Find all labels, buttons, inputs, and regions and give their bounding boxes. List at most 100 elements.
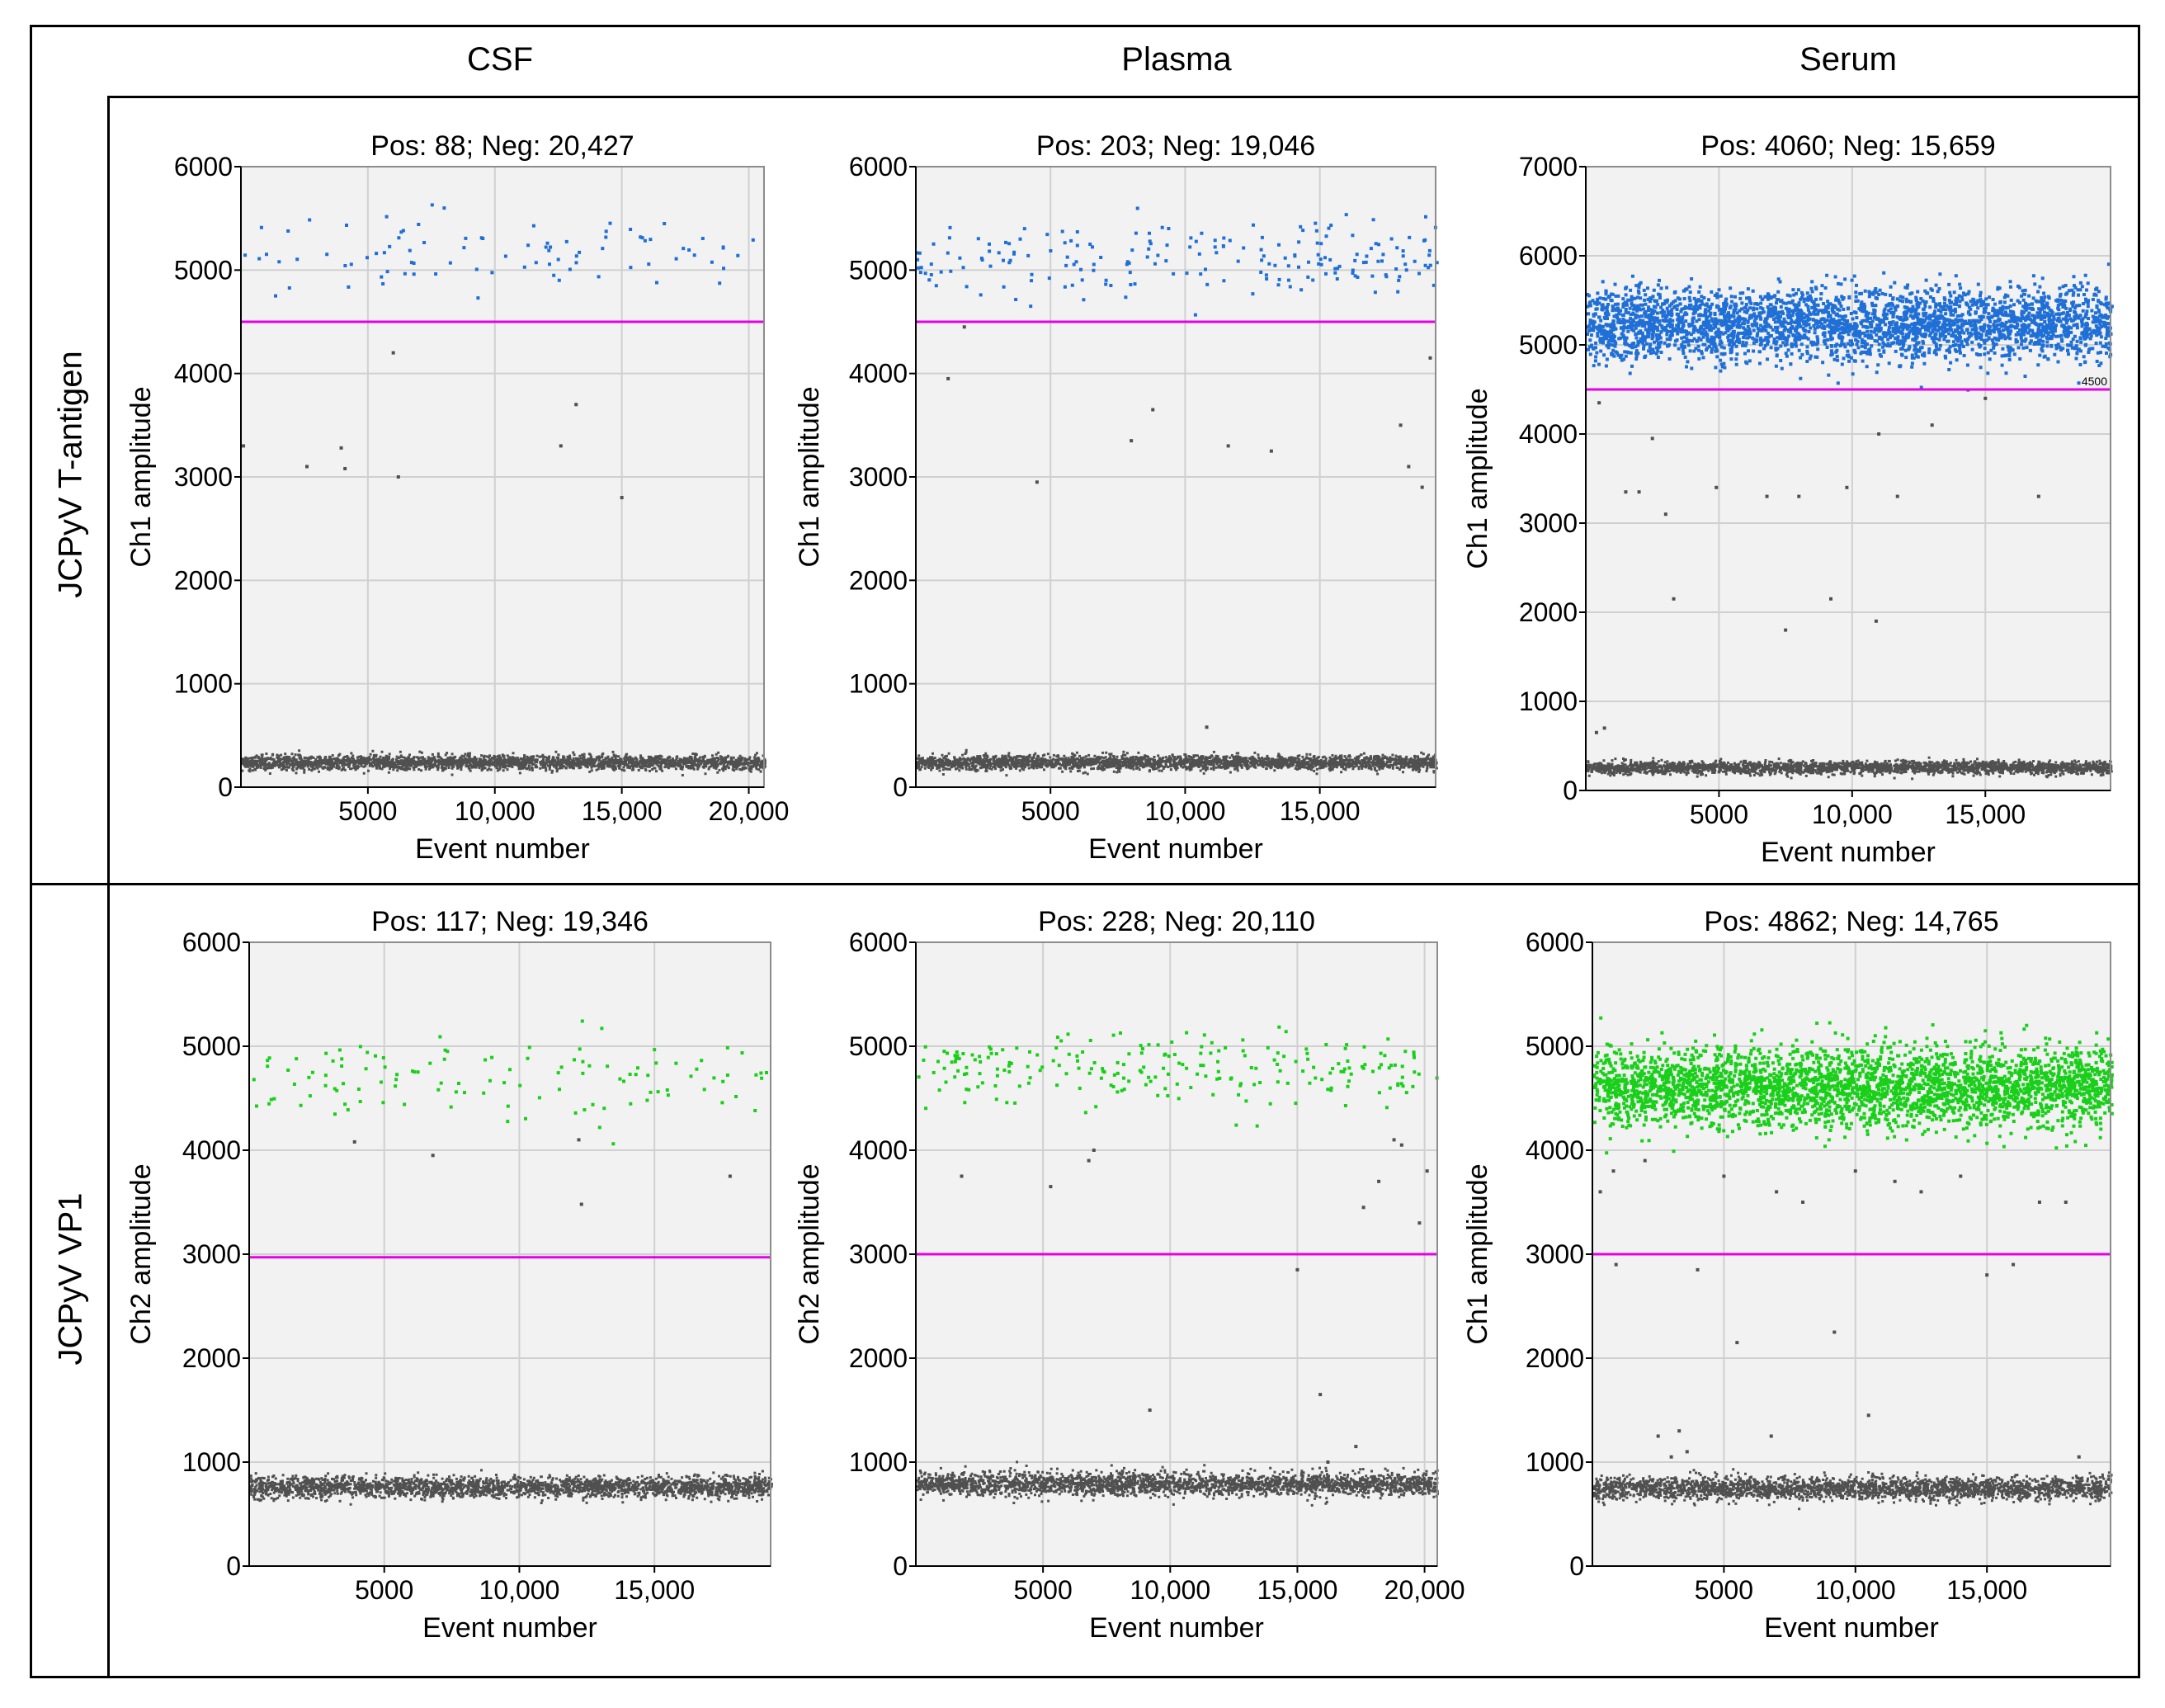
rain-droplet [1643, 1158, 1647, 1163]
x-axis-label: Event number [415, 833, 590, 865]
rain-droplet [579, 1202, 583, 1206]
y-tick-label: 3000 [849, 1239, 908, 1269]
x-tick-label: 10,000 [1815, 1575, 1896, 1605]
rain-droplet [1602, 726, 1606, 730]
y-tick-label: 2000 [182, 1343, 241, 1373]
y-tick-label: 6000 [1526, 927, 1584, 957]
rain-droplet [1594, 730, 1598, 734]
rain-droplet [1983, 396, 1988, 400]
y-tick-label: 6000 [849, 927, 908, 957]
rain-droplet [1049, 1185, 1053, 1189]
rain-droplet [1361, 1206, 1366, 1210]
x-tick-label: 5000 [1014, 1575, 1073, 1605]
y-axis-label: Ch2 amplitude [125, 1163, 157, 1344]
x-tick-label: 10,000 [455, 796, 535, 826]
row-divider [30, 883, 2140, 885]
x-tick-label: 15,000 [1280, 796, 1361, 826]
rain-droplet [1295, 1267, 1299, 1272]
rain-droplet [620, 496, 624, 500]
rain-droplet [960, 1174, 964, 1178]
panel-title: Pos: 117; Neg: 19,346 [371, 906, 649, 937]
rain-droplet [1775, 1190, 1779, 1194]
y-tick-label: 0 [1563, 776, 1578, 805]
rain-droplet [1765, 494, 1769, 498]
y-tick-label: 1000 [849, 669, 908, 699]
rain-droplet [1735, 1341, 1739, 1345]
rain-droplet [1417, 1221, 1422, 1225]
y-tick-label: 1000 [182, 1447, 241, 1477]
y-tick-label: 5000 [174, 255, 233, 285]
rain-droplet [2064, 1201, 2068, 1204]
rain-droplet [1656, 1434, 1660, 1438]
x-tick-label: 5000 [1695, 1575, 1753, 1605]
y-tick-label: 2000 [1526, 1343, 1584, 1373]
y-tick-label: 4000 [849, 359, 908, 389]
rain-droplet [1784, 628, 1788, 632]
negative-droplets [1586, 756, 2113, 781]
y-tick-label: 5000 [182, 1031, 241, 1061]
panel-title: Pos: 4862; Neg: 14,765 [1704, 906, 1998, 937]
y-tick-label: 4000 [1519, 419, 1578, 449]
row-title-t-antigen: JCPyV T-antigen [52, 351, 89, 598]
y-tick-label: 7000 [1519, 152, 1578, 182]
y-tick-label: 2000 [849, 565, 908, 595]
y-tick-label: 3000 [1526, 1239, 1584, 1269]
x-tick-label: 15,000 [1257, 1575, 1338, 1605]
rain-droplet [1377, 1179, 1381, 1183]
y-tick-label: 6000 [1519, 241, 1578, 271]
x-tick-label: 10,000 [1812, 800, 1893, 829]
rain-droplet [1637, 490, 1641, 494]
rain-droplet [1399, 423, 1403, 427]
rain-droplet [1597, 401, 1601, 405]
x-axis-label: Event number [1761, 837, 1936, 868]
y-tick-label: 4000 [174, 359, 233, 389]
rain-droplet [1985, 1273, 1989, 1277]
rain-droplet [1326, 1460, 1330, 1464]
y-tick-label: 4000 [182, 1135, 241, 1165]
rain-droplet [339, 446, 343, 450]
rain-droplet [1919, 1190, 1923, 1194]
rain-droplet [1893, 1179, 1897, 1183]
x-tick-label: 15,000 [582, 796, 663, 826]
y-tick-label: 6000 [182, 927, 241, 957]
scatter-panel-vp1-csf: 0 1000 2000 3000 4000 5000 6000 5000 10,000 15,00… [125, 906, 773, 1644]
x-tick-label: 5000 [1021, 796, 1080, 826]
rain-droplet [2037, 1201, 2041, 1204]
row-label-divider [107, 96, 110, 1678]
rain-droplet [1832, 1330, 1837, 1334]
x-axis-label: Event number [422, 1612, 597, 1644]
y-tick-label: 1000 [1526, 1447, 1584, 1477]
rain-droplet [1130, 439, 1134, 443]
rain-droplet [1874, 619, 1878, 623]
x-tick-label: 15,000 [614, 1575, 695, 1605]
negative-droplets [1592, 1468, 2113, 1511]
y-tick-label: 1000 [1519, 687, 1578, 716]
scatter-panel-t-antigen-serum: 4500 0 1000 2000 3000 4000 5000 6000 7000 5000 10,… [1462, 130, 2114, 868]
rain-droplet [1226, 444, 1230, 448]
rain-droplet [1669, 1455, 1673, 1459]
x-tick-label: 10,000 [1144, 796, 1225, 826]
y-axis-label: Ch2 amplitude [794, 1163, 825, 1344]
y-tick-label: 4000 [1526, 1135, 1584, 1165]
positive-droplets [1586, 262, 2114, 392]
y-tick-label: 5000 [1526, 1031, 1584, 1061]
rain-droplet [1866, 1413, 1870, 1418]
rain-droplet [1614, 1262, 1618, 1267]
rain-droplet [396, 475, 400, 479]
header-divider [107, 96, 2140, 98]
y-tick-label: 6000 [849, 152, 908, 182]
y-axis-label: Ch1 amplitude [794, 386, 825, 567]
rain-droplet [1598, 1190, 1602, 1194]
panel-title: Pos: 4060; Neg: 15,659 [1700, 130, 1995, 162]
column-title-serum: Serum [1799, 41, 1897, 78]
rain-droplet [391, 351, 395, 355]
rain-droplet [962, 325, 966, 329]
scatter-panel-t-antigen-csf: 0 1000 2000 3000 4000 5000 6000 5000 10,000 15,00… [125, 130, 789, 865]
rain-droplet [352, 1139, 356, 1144]
y-tick-label: 1000 [849, 1447, 908, 1477]
rain-droplet [1663, 512, 1667, 517]
row-title-vp1: JCPyV VP1 [52, 1192, 89, 1366]
plot-area [1586, 167, 2111, 790]
rain-droplet [574, 403, 578, 407]
y-tick-label: 2000 [174, 565, 233, 595]
